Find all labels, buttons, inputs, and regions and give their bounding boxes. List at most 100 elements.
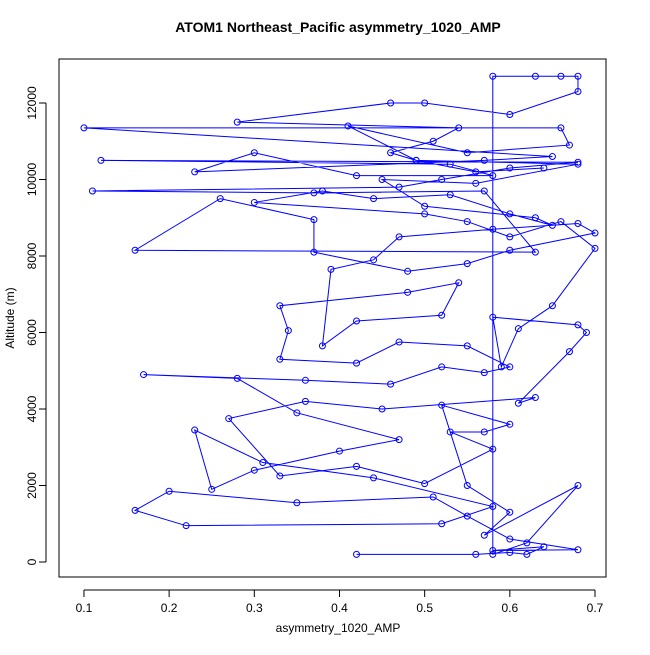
- data-point: [335, 447, 343, 455]
- chart-title: ATOM1 Northeast_Pacific asymmetry_1020_A…: [175, 19, 501, 35]
- x-tick-label: 0.4: [331, 601, 348, 615]
- data-point: [557, 72, 565, 80]
- data-point: [574, 88, 582, 96]
- x-tick-label: 0.2: [161, 601, 178, 615]
- data-point: [531, 394, 539, 402]
- data-point: [480, 428, 488, 436]
- x-tick-label: 0.5: [416, 601, 433, 615]
- data-point: [455, 124, 463, 132]
- data-point: [574, 72, 582, 80]
- data-point: [582, 328, 590, 336]
- data-point: [191, 426, 199, 434]
- data-point: [165, 487, 173, 495]
- data-point: [310, 216, 318, 224]
- y-axis-label: Altitude (m): [3, 287, 17, 348]
- data-point: [353, 462, 361, 470]
- data-point: [472, 179, 480, 187]
- data-point: [591, 244, 599, 252]
- x-tick-label: 0.3: [246, 601, 263, 615]
- data-point: [276, 355, 284, 363]
- data-point: [463, 149, 471, 157]
- data-point: [472, 168, 480, 176]
- data-point: [387, 149, 395, 157]
- data-point: [395, 436, 403, 444]
- data-point: [514, 325, 522, 333]
- data-point: [318, 187, 326, 195]
- data-point: [565, 348, 573, 356]
- x-tick-label: 0.6: [501, 601, 518, 615]
- data-point: [591, 229, 599, 237]
- data-point: [480, 156, 488, 164]
- data-point: [438, 401, 446, 409]
- data-point: [353, 317, 361, 325]
- data-point: [395, 183, 403, 191]
- y-tick-label: 2000: [25, 472, 39, 499]
- data-point: [421, 99, 429, 107]
- data-point: [557, 218, 565, 226]
- data-point: [489, 225, 497, 233]
- data-point: [438, 363, 446, 371]
- data-point: [463, 342, 471, 350]
- x-tick-label: 0.7: [587, 601, 604, 615]
- data-point: [344, 122, 352, 130]
- data-point: [480, 187, 488, 195]
- y-tick-label: 12000: [25, 86, 39, 120]
- data-point: [497, 363, 505, 371]
- data-point: [438, 520, 446, 528]
- data-point: [489, 503, 497, 511]
- data-point: [421, 210, 429, 218]
- data-point: [327, 265, 335, 273]
- data-point: [191, 168, 199, 176]
- data-point: [310, 248, 318, 256]
- data-point: [225, 415, 233, 423]
- data-point: [463, 218, 471, 226]
- data-point: [540, 543, 548, 551]
- data-point: [140, 371, 148, 379]
- data-point: [293, 499, 301, 507]
- data-point: [506, 535, 514, 543]
- data-point: [531, 72, 539, 80]
- data-point: [489, 445, 497, 453]
- data-point: [421, 202, 429, 210]
- data-point: [574, 160, 582, 168]
- data-point: [370, 474, 378, 482]
- data-point: [378, 175, 386, 183]
- data-point: [506, 420, 514, 428]
- data-point: [208, 485, 216, 493]
- data-point: [293, 409, 301, 417]
- data-point: [259, 459, 267, 467]
- data-point: [506, 363, 514, 371]
- data-point: [574, 158, 582, 166]
- data-point: [506, 164, 514, 172]
- data-point: [455, 279, 463, 287]
- data-point: [506, 548, 514, 556]
- data-point: [463, 260, 471, 268]
- data-point: [429, 137, 437, 145]
- data-point: [446, 160, 454, 168]
- x-tick-label: 0.1: [76, 601, 93, 615]
- data-point: [387, 380, 395, 388]
- data-point: [446, 191, 454, 199]
- data-point: [489, 313, 497, 321]
- data-point: [557, 124, 565, 132]
- data-point: [574, 546, 582, 554]
- data-point: [506, 246, 514, 254]
- data-point: [514, 399, 522, 407]
- data-point: [438, 311, 446, 319]
- data-point: [548, 221, 556, 229]
- data-point: [404, 267, 412, 275]
- data-point: [318, 342, 326, 350]
- data-point: [540, 164, 548, 172]
- data-point: [370, 256, 378, 264]
- data-point: [531, 248, 539, 256]
- data-point: [353, 172, 361, 180]
- data-point: [216, 195, 224, 203]
- data-point: [370, 195, 378, 203]
- data-point: [80, 124, 88, 132]
- data-point: [548, 153, 556, 161]
- data-point: [378, 405, 386, 413]
- data-point: [480, 369, 488, 377]
- data-point: [353, 550, 361, 558]
- data-point: [233, 374, 241, 382]
- data-point: [131, 246, 139, 254]
